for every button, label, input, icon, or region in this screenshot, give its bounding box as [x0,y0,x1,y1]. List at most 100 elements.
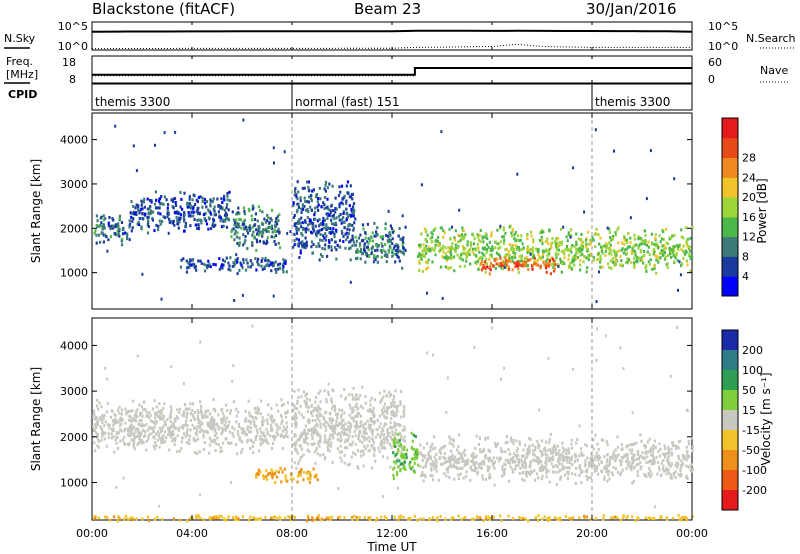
range-cell [169,405,172,409]
range-cell [314,475,317,479]
range-cell [214,438,217,442]
range-cell [202,435,205,439]
range-cell [153,399,156,403]
range-cell [400,250,403,254]
range-cell [605,470,608,474]
range-cell [211,423,214,427]
nsearch-label: N.Search [746,32,796,45]
range-cell [494,257,498,261]
range-cell [622,514,625,518]
range-cell [316,452,319,456]
range-cell [529,469,532,473]
range-cell [584,462,587,466]
range-cell [594,458,597,462]
range-cell [189,428,192,432]
range-cell [344,427,347,431]
range-cell [563,458,566,462]
range-cell [154,190,157,194]
range-cell [387,209,390,213]
range-cell [303,186,306,190]
range-cell [315,516,319,520]
range-cell [300,447,303,451]
range-cell [207,208,210,212]
range-cell [492,464,495,468]
range-cell [528,450,531,454]
range-cell [678,457,681,461]
range-cell [315,195,318,199]
range-cell [651,450,654,454]
range-cell [100,427,103,430]
range-cell [99,425,102,429]
range-cell [213,407,216,411]
range-cell [280,433,283,437]
range-cell [627,245,630,249]
range-cell [356,407,359,411]
range-cell [354,443,357,447]
range-cell [516,447,519,450]
range-cell [296,480,299,484]
range-cell [343,388,346,391]
range-cell [360,404,363,408]
range-cell [488,449,491,453]
range-cell [348,430,352,434]
range-cell [299,199,302,203]
range-cell [272,146,275,150]
range-cell [334,404,337,408]
range-cell [96,219,99,223]
range-cell [345,446,348,450]
range-cell [547,262,550,266]
range-cell [588,461,591,465]
range-cell [318,440,320,444]
range-cell [391,249,394,252]
range-cell [219,450,222,454]
range-cell [304,236,307,240]
range-cell [295,466,298,470]
range-cell [345,211,348,215]
range-cell [199,259,202,263]
range-cell [590,460,593,464]
range-cell [155,223,158,227]
range-cell [334,221,337,225]
range-cell [235,443,238,446]
range-cell [624,453,627,457]
range-cell [605,440,608,444]
range-cell [456,246,460,250]
range-cell [118,517,121,520]
range-cell [536,258,539,262]
range-cell [245,433,248,437]
range-cell [264,475,268,479]
range-cell [316,433,319,437]
range-cell [552,465,555,469]
range-cell [353,514,356,518]
range-cell [477,463,481,466]
range-cell [570,250,573,254]
range-cell [654,233,657,237]
range-cell [185,270,188,274]
range-cell [504,259,508,263]
range-cell [390,227,394,231]
range-cell [226,408,229,412]
range-cell [159,212,162,216]
range-cell [616,470,620,474]
range-cell [620,459,623,463]
range-cell [572,259,575,263]
cpid-panel: themis 3300 normal (fast) 151 themis 3300 [91,83,693,111]
range-cell [499,246,502,249]
range-cell [278,515,281,519]
range-cell [508,259,512,263]
range-cell [663,247,666,251]
range-cell [401,214,404,218]
range-cell [566,460,569,464]
range-cell [549,432,553,436]
range-cell [177,428,180,432]
range-cell [314,217,317,221]
range-cell [275,403,278,407]
range-cell [333,425,336,429]
range-cell [121,438,125,442]
range-cell [568,466,571,470]
range-cell [626,444,629,448]
range-cell [215,422,219,426]
range-cell [631,247,634,250]
range-cell [607,262,610,266]
range-cell [225,256,228,260]
